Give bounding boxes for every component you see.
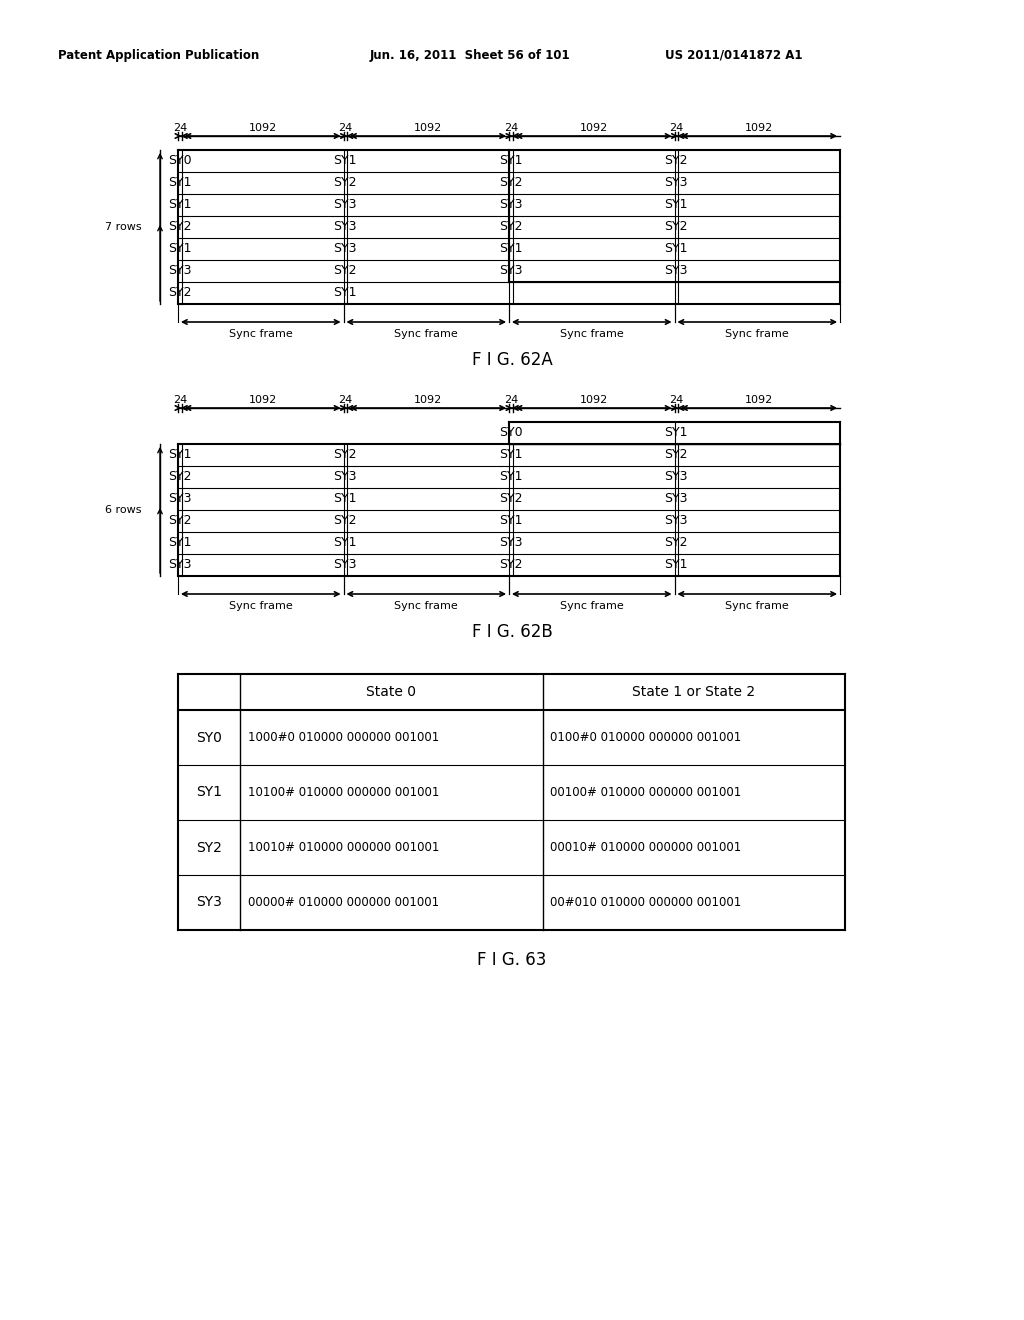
Text: 24: 24 [669, 123, 683, 133]
Text: 00010# 010000 000000 001001: 00010# 010000 000000 001001 [551, 841, 741, 854]
Text: SY1: SY1 [665, 558, 688, 572]
Text: Sync frame: Sync frame [725, 601, 790, 611]
Text: SY0: SY0 [196, 730, 222, 744]
Text: 0100#0 010000 000000 001001: 0100#0 010000 000000 001001 [551, 731, 741, 744]
Text: SY3: SY3 [196, 895, 222, 909]
Text: SY1: SY1 [334, 154, 357, 168]
Text: Sync frame: Sync frame [560, 329, 624, 339]
Text: SY1: SY1 [196, 785, 222, 800]
Text: SY3: SY3 [334, 243, 357, 256]
Text: SY1: SY1 [665, 243, 688, 256]
Text: SY3: SY3 [665, 470, 688, 483]
Text: Sync frame: Sync frame [394, 329, 458, 339]
Text: SY3: SY3 [665, 515, 688, 528]
Text: 1000#0 010000 000000 001001: 1000#0 010000 000000 001001 [248, 731, 439, 744]
Text: 10010# 010000 000000 001001: 10010# 010000 000000 001001 [248, 841, 439, 854]
Text: SY3: SY3 [168, 264, 191, 277]
Text: 1092: 1092 [580, 395, 607, 405]
Text: SY2: SY2 [499, 177, 522, 190]
Text: SY3: SY3 [665, 264, 688, 277]
Text: SY2: SY2 [665, 220, 688, 234]
Text: SY3: SY3 [499, 536, 522, 549]
Text: SY2: SY2 [168, 220, 191, 234]
Text: 24: 24 [504, 395, 518, 405]
Text: SY2: SY2 [334, 449, 357, 462]
Text: 1092: 1092 [414, 123, 442, 133]
Text: Sync frame: Sync frame [560, 601, 624, 611]
Text: SY2: SY2 [499, 492, 522, 506]
Text: SY1: SY1 [168, 198, 191, 211]
Text: SY3: SY3 [499, 198, 522, 211]
Text: 1092: 1092 [744, 395, 773, 405]
Text: SY1: SY1 [665, 426, 688, 440]
Text: SY2: SY2 [499, 558, 522, 572]
Text: SY1: SY1 [168, 536, 191, 549]
Text: SY1: SY1 [499, 449, 522, 462]
Text: 1092: 1092 [580, 123, 607, 133]
Text: SY2: SY2 [499, 220, 522, 234]
Text: 00#010 010000 000000 001001: 00#010 010000 000000 001001 [551, 896, 741, 909]
Text: SY1: SY1 [168, 449, 191, 462]
Text: 24: 24 [173, 395, 187, 405]
Text: 24: 24 [504, 123, 518, 133]
Text: SY3: SY3 [168, 558, 191, 572]
Text: SY2: SY2 [334, 515, 357, 528]
Text: US 2011/0141872 A1: US 2011/0141872 A1 [665, 49, 803, 62]
Text: SY2: SY2 [665, 536, 688, 549]
Text: 6 rows: 6 rows [104, 506, 141, 515]
Text: SY3: SY3 [334, 470, 357, 483]
Text: SY1: SY1 [334, 536, 357, 549]
Text: SY2: SY2 [334, 177, 357, 190]
Text: SY1: SY1 [499, 154, 522, 168]
Text: SY2: SY2 [168, 515, 191, 528]
Text: Patent Application Publication: Patent Application Publication [58, 49, 259, 62]
Text: 24: 24 [669, 395, 683, 405]
Text: 1092: 1092 [414, 395, 442, 405]
Text: SY3: SY3 [334, 558, 357, 572]
Text: SY2: SY2 [196, 841, 222, 854]
Text: SY0: SY0 [499, 426, 522, 440]
Text: SY1: SY1 [499, 515, 522, 528]
Text: SY1: SY1 [334, 286, 357, 300]
Text: SY1: SY1 [168, 177, 191, 190]
Text: State 0: State 0 [367, 685, 416, 700]
Text: SY2: SY2 [665, 154, 688, 168]
Text: SY3: SY3 [665, 492, 688, 506]
Text: 1092: 1092 [744, 123, 773, 133]
Text: SY2: SY2 [168, 286, 191, 300]
Text: 00000# 010000 000000 001001: 00000# 010000 000000 001001 [248, 896, 439, 909]
Text: Sync frame: Sync frame [229, 601, 293, 611]
Text: Sync frame: Sync frame [394, 601, 458, 611]
Text: SY3: SY3 [499, 264, 522, 277]
Text: SY2: SY2 [334, 264, 357, 277]
Text: SY3: SY3 [334, 198, 357, 211]
Text: Jun. 16, 2011  Sheet 56 of 101: Jun. 16, 2011 Sheet 56 of 101 [370, 49, 570, 62]
Text: F I G. 62B: F I G. 62B [472, 623, 552, 642]
Text: SY1: SY1 [499, 470, 522, 483]
Text: SY1: SY1 [334, 492, 357, 506]
Text: SY3: SY3 [665, 177, 688, 190]
Text: 24: 24 [338, 123, 352, 133]
Text: SY3: SY3 [168, 492, 191, 506]
Text: 24: 24 [338, 395, 352, 405]
Text: Sync frame: Sync frame [725, 329, 790, 339]
Text: SY3: SY3 [334, 220, 357, 234]
Text: SY1: SY1 [168, 243, 191, 256]
Text: SY1: SY1 [499, 243, 522, 256]
Text: SY2: SY2 [168, 470, 191, 483]
Text: Sync frame: Sync frame [229, 329, 293, 339]
Text: 1092: 1092 [249, 123, 276, 133]
Text: F I G. 63: F I G. 63 [477, 950, 547, 969]
Text: F I G. 62A: F I G. 62A [472, 351, 552, 370]
Text: 1092: 1092 [249, 395, 276, 405]
Text: SY2: SY2 [665, 449, 688, 462]
Text: State 1 or State 2: State 1 or State 2 [632, 685, 756, 700]
Text: SY1: SY1 [665, 198, 688, 211]
Text: 10100# 010000 000000 001001: 10100# 010000 000000 001001 [248, 785, 439, 799]
Text: 24: 24 [173, 123, 187, 133]
Text: 7 rows: 7 rows [104, 222, 141, 232]
Text: SY0: SY0 [168, 154, 191, 168]
Text: 00100# 010000 000000 001001: 00100# 010000 000000 001001 [551, 785, 741, 799]
